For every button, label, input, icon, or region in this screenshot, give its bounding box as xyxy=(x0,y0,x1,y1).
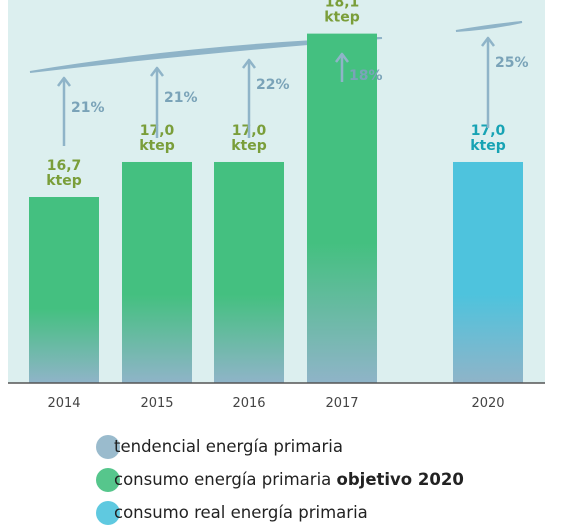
unit-label-2020: ktep xyxy=(470,138,506,154)
legend-item-tendencial: tendencial energía primaria xyxy=(96,430,464,463)
percent-label-2016: 22% xyxy=(256,77,290,93)
arrow-head-2020 xyxy=(481,36,495,47)
bar-2017 xyxy=(307,33,377,384)
legend-item-real: consumo real energía primaria xyxy=(96,496,464,529)
bar-2014 xyxy=(29,197,99,383)
legend-label-real: consumo real energía primaria xyxy=(114,503,368,522)
x-tick-label-2017: 2017 xyxy=(325,396,358,411)
legend-item-objetivo: consumo energía primaria objetivo 2020 xyxy=(96,463,464,496)
legend-label-objetivo-bold: objetivo 2020 xyxy=(336,470,464,489)
arrow-head-2015 xyxy=(150,66,164,77)
value-label-2017: 18,1 xyxy=(325,0,360,11)
percent-label-2017: 18% xyxy=(349,68,383,84)
unit-label-2015: ktep xyxy=(139,138,175,154)
percent-label-2020: 25% xyxy=(495,55,529,71)
bar-2016 xyxy=(214,161,284,383)
value-label-2014: 16,7 xyxy=(47,158,82,174)
trend-line xyxy=(29,37,383,73)
unit-label-2017: ktep xyxy=(324,10,360,26)
legend-swatch-objetivo xyxy=(96,467,120,492)
bar-chart: 16,7ktep21%201417,0ktep21%201517,0ktep22… xyxy=(8,0,545,411)
x-tick-label-2015: 2015 xyxy=(140,396,173,411)
unit-label-2016: ktep xyxy=(231,138,267,154)
x-tick-label-2020: 2020 xyxy=(471,396,504,411)
arrow-head-2014 xyxy=(57,76,71,87)
x-tick-label-2014: 2014 xyxy=(47,396,80,411)
x-tick-label-2016: 2016 xyxy=(232,396,265,411)
legend-label-objetivo: consumo energía primaria objetivo 2020 xyxy=(114,470,464,489)
legend-label-tendencial: tendencial energía primaria xyxy=(114,437,343,456)
legend-swatch-real xyxy=(96,500,120,525)
percent-label-2015: 21% xyxy=(164,90,198,106)
percent-label-2014: 21% xyxy=(71,100,105,116)
unit-label-2014: ktep xyxy=(46,173,82,189)
bar-2020 xyxy=(453,161,523,383)
legend: tendencial energía primaria consumo ener… xyxy=(96,430,464,529)
value-label-2020: 17,0 xyxy=(471,123,506,139)
arrow-head-2017 xyxy=(335,52,349,63)
bar-2015 xyxy=(122,161,192,383)
trend-line-2020 xyxy=(455,21,523,32)
legend-swatch-tendencial xyxy=(96,434,120,459)
arrow-head-2016 xyxy=(242,58,256,69)
